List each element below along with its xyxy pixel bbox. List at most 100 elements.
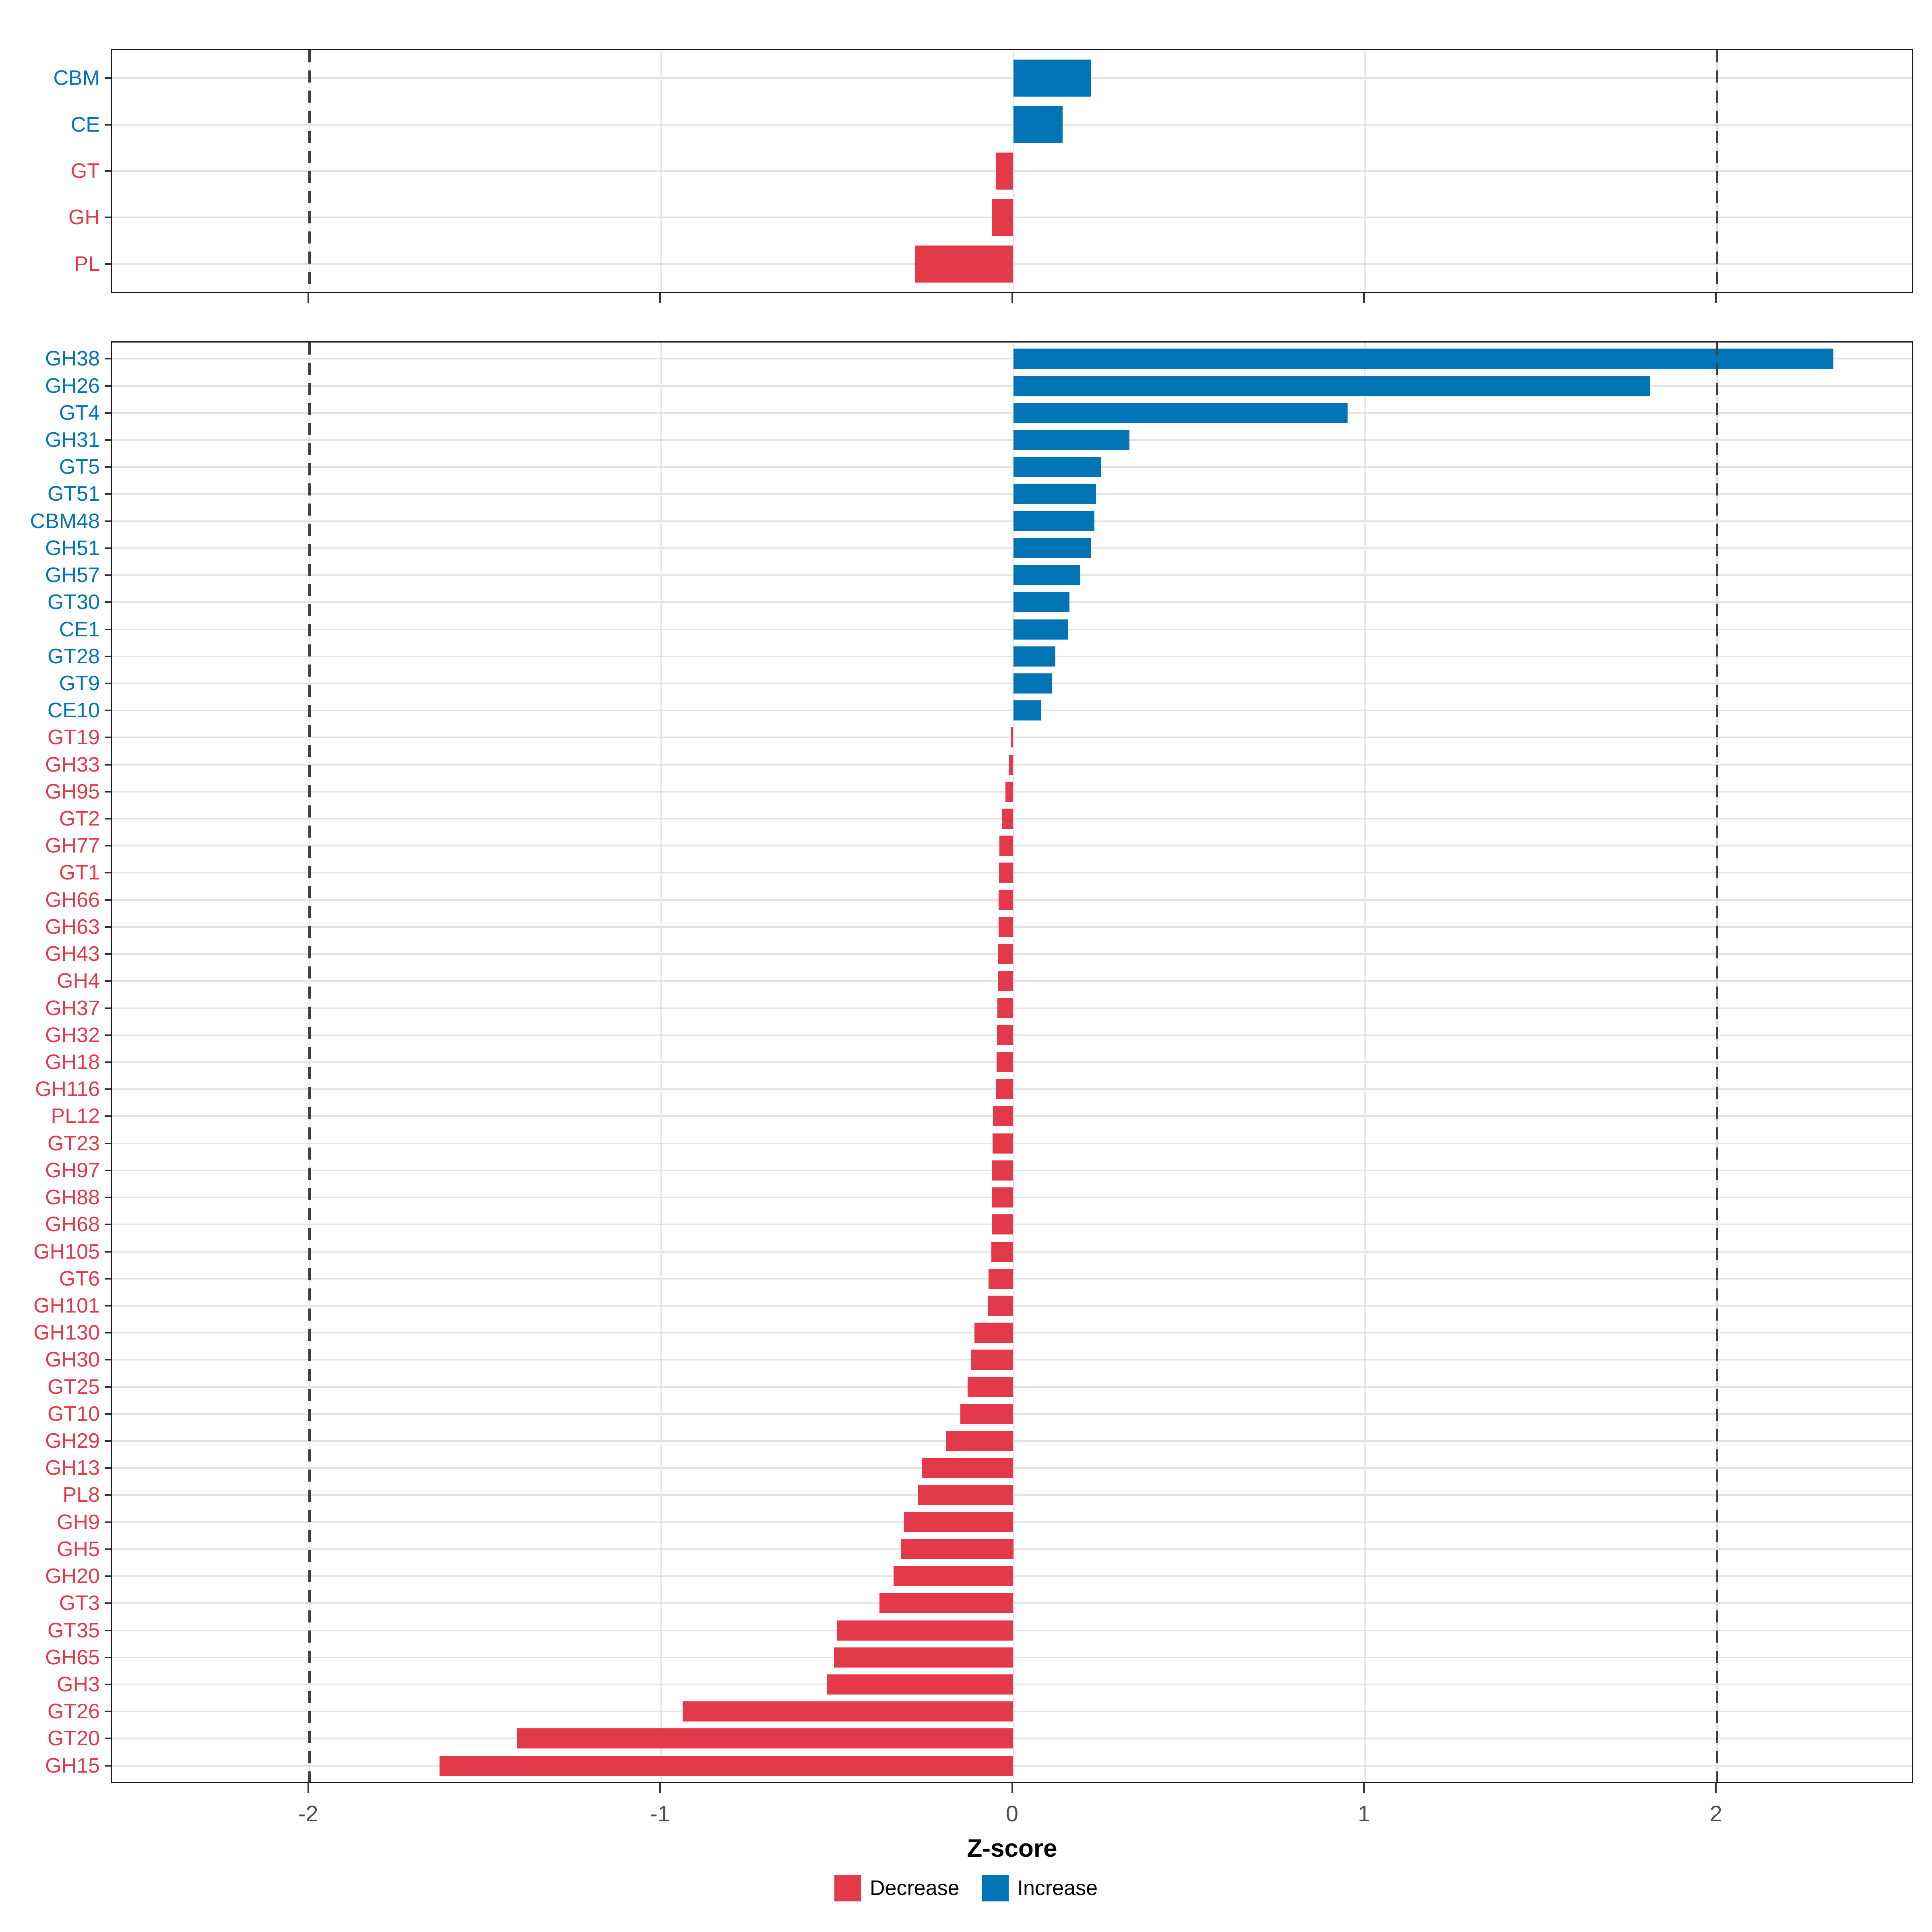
category-tick xyxy=(105,217,111,219)
category-tick xyxy=(105,1115,111,1117)
bar-GH20 xyxy=(894,1566,1013,1587)
row-gridline xyxy=(112,493,1912,495)
category-label-CE1: CE1 xyxy=(59,617,100,641)
bar-GT26 xyxy=(682,1701,1013,1722)
bar-GT30 xyxy=(1013,592,1070,613)
category-label-CE10: CE10 xyxy=(47,699,100,722)
category-label-GH32: GH32 xyxy=(45,1023,100,1047)
category-label-GT3: GT3 xyxy=(59,1591,100,1615)
bar-GH68 xyxy=(992,1214,1013,1235)
category-label-PL: PL xyxy=(74,252,100,276)
bar-GT19 xyxy=(1010,727,1013,748)
category-label-GH105: GH105 xyxy=(33,1240,100,1263)
category-tick xyxy=(105,818,111,820)
category-tick xyxy=(105,1738,111,1740)
row-gridline xyxy=(112,439,1912,441)
bar-PL8 xyxy=(918,1485,1013,1505)
bar-GT10 xyxy=(960,1404,1013,1424)
category-tick xyxy=(105,1656,111,1658)
legend-item-increase: Increase xyxy=(982,1875,1098,1901)
bar-GH116 xyxy=(995,1079,1013,1100)
panel-cazyme-classes xyxy=(111,49,1913,293)
x-axis-tick xyxy=(307,1783,309,1793)
category-label-PL12: PL12 xyxy=(51,1104,100,1128)
category-tick xyxy=(105,1359,111,1361)
category-tick xyxy=(105,170,111,172)
row-gridline xyxy=(112,77,1912,79)
category-label-GH88: GH88 xyxy=(45,1186,100,1210)
category-tick xyxy=(105,1007,111,1009)
row-gridline xyxy=(112,628,1912,630)
legend-label-decrease: Decrease xyxy=(869,1876,960,1900)
category-tick xyxy=(105,493,111,495)
row-gridline xyxy=(112,574,1912,576)
category-label-GH101: GH101 xyxy=(33,1294,100,1317)
category-tick xyxy=(105,1548,111,1550)
x-axis-tick xyxy=(1715,1783,1717,1793)
bar-GH13 xyxy=(922,1458,1013,1478)
category-tick xyxy=(105,1521,111,1523)
bar-GH xyxy=(992,199,1013,236)
bar-GH3 xyxy=(827,1674,1013,1695)
category-tick xyxy=(105,1440,111,1442)
dashed-reference-line xyxy=(1716,50,1719,292)
bar-CBM48 xyxy=(1013,511,1094,531)
legend-label-increase: Increase xyxy=(1017,1876,1098,1900)
category-label-GH33: GH33 xyxy=(45,753,100,776)
category-tick xyxy=(105,1278,111,1280)
row-gridline xyxy=(112,601,1912,603)
bar-GH30 xyxy=(971,1350,1013,1370)
bar-GT xyxy=(995,153,1013,190)
bar-GT5 xyxy=(1013,457,1102,477)
row-gridline xyxy=(112,520,1912,522)
bar-GT1 xyxy=(999,863,1013,883)
bar-GT2 xyxy=(1002,809,1013,829)
category-tick xyxy=(105,1765,111,1767)
bar-GH18 xyxy=(997,1052,1013,1072)
x-axis-tick xyxy=(1715,293,1717,303)
category-tick xyxy=(105,1467,111,1469)
row-gridline xyxy=(112,682,1912,684)
bar-PL12 xyxy=(993,1106,1013,1127)
category-tick xyxy=(105,1251,111,1253)
category-label-GH20: GH20 xyxy=(45,1565,100,1588)
category-label-GH26: GH26 xyxy=(45,374,100,398)
bar-GH130 xyxy=(974,1323,1013,1343)
row-gridline xyxy=(112,710,1912,712)
category-tick xyxy=(105,466,111,468)
category-tick xyxy=(105,980,111,982)
category-label-GH43: GH43 xyxy=(45,942,100,966)
category-tick xyxy=(105,77,111,79)
bar-GH15 xyxy=(440,1755,1013,1776)
category-tick xyxy=(105,1629,111,1631)
category-tick xyxy=(105,412,111,414)
bar-GT6 xyxy=(989,1268,1013,1289)
category-label-GT5: GT5 xyxy=(59,455,100,479)
bar-GH95 xyxy=(1005,781,1013,802)
bar-GH29 xyxy=(946,1431,1013,1451)
bar-CBM xyxy=(1013,60,1091,97)
x-axis-tick xyxy=(659,1783,661,1793)
category-label-GH31: GH31 xyxy=(45,428,100,452)
category-label-GT25: GT25 xyxy=(47,1375,100,1399)
category-tick xyxy=(105,1061,111,1063)
category-tick xyxy=(105,682,111,684)
dashed-reference-line xyxy=(308,343,311,1782)
category-label-GH13: GH13 xyxy=(45,1456,100,1480)
bar-GH33 xyxy=(1009,754,1013,775)
category-tick xyxy=(105,520,111,522)
category-tick xyxy=(105,764,111,766)
category-label-GH77: GH77 xyxy=(45,834,100,858)
x-tick-label: -1 xyxy=(650,1801,670,1826)
category-label-GH63: GH63 xyxy=(45,915,100,939)
x-tick-label: 0 xyxy=(1005,1801,1019,1826)
category-label-GT9: GT9 xyxy=(59,671,100,695)
category-tick xyxy=(105,1305,111,1307)
category-label-GT2: GT2 xyxy=(59,807,100,831)
category-tick xyxy=(105,1711,111,1713)
category-tick xyxy=(105,710,111,712)
category-label-GT51: GT51 xyxy=(47,482,100,506)
category-label-GT4: GT4 xyxy=(59,401,100,425)
bar-GH97 xyxy=(992,1160,1013,1181)
category-tick xyxy=(105,601,111,603)
